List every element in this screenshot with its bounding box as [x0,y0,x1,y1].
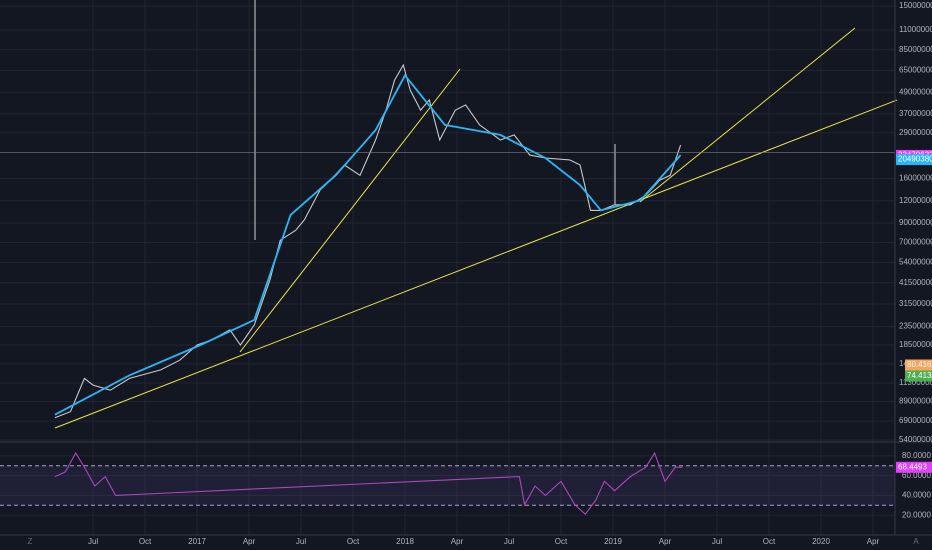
marks-layer [0,63,895,516]
auto-scale-button[interactable]: A [913,537,919,546]
trend-line [54,99,898,429]
indicator-label-bg [905,370,932,382]
y-tick-label: 18500000000 [899,340,932,349]
x-tick-label: 2018 [396,537,414,546]
x-tick-label: Jul [296,537,306,546]
x-tick-label: Oct [347,537,360,546]
x-tick-label: Apr [867,537,880,546]
y-tick-label: 41500000000 [899,278,932,287]
labels-layer: Jul Oct 2017 Apr Jul Oct 2018 Apr Jul Oct 2019 Apr J… [88,1,932,546]
x-tick-label: 2020 [812,537,830,546]
x-tick-label: Jul [88,537,98,546]
y-tick-label: 40.0000 [902,491,931,500]
x-tick-label: Oct [139,537,152,546]
y-tick-label: 11300000000 [899,378,932,387]
y-tick-label: 5400000000 [899,435,932,444]
price-label-bg [896,154,932,166]
y-tick-label: 160000000000 [899,174,932,183]
rsi-last-label-bg [896,461,932,473]
x-tick-label: Apr [243,537,256,546]
y-tick-label: 8900000000 [899,397,932,406]
zoom-icon[interactable]: Z [28,537,33,546]
band-fill [0,465,895,506]
x-tick-label: Oct [555,537,568,546]
series-line [54,451,683,516]
price-label: 204903804000 [898,155,932,164]
y-tick-label: 370000000000 [899,109,932,118]
y-tick-label: 80.0000 [902,451,931,460]
y-tick-label: 70000000000 [899,237,932,246]
indicator-label: 80.4168 [907,360,932,369]
y-tick-label: 120000000000 [899,196,932,205]
y-tick-label: 1500000000000 [899,1,932,10]
x-tick-label: Oct [763,537,776,546]
y-tick-label: 490000000000 [899,87,932,96]
grid-layer [0,0,895,535]
x-tick-label: Jul [712,537,722,546]
x-tick-label: 2017 [188,537,206,546]
indicator-label: 74.4138 [907,371,932,380]
series-line [54,73,682,416]
y-tick-label: 650000000000 [899,66,932,75]
y-tick-label: 54000000000 [899,258,932,267]
x-tick-label: Jul [504,537,514,546]
x-tick-label: Apr [659,537,672,546]
x-tick-label: 2019 [604,537,622,546]
trend-line [239,68,461,353]
y-tick-label: 6900000000 [899,416,932,425]
y-tick-label: 20.0000 [902,510,931,519]
series-line [54,63,682,419]
y-tick-label: 290000000000 [899,128,932,137]
y-tick-label: 90000000000 [899,218,932,227]
indicator-label-bg [905,359,932,371]
rsi-last-label: 68.4493 [898,462,927,471]
y-tick-label: 1100000000000 [899,25,932,34]
y-tick-label: 850000000000 [899,45,932,54]
y-tick-label: 31500000000 [899,299,932,308]
y-tick-label: 60.0000 [902,471,931,480]
x-tick-label: Apr [451,537,464,546]
y-tick-label: 23500000000 [899,322,932,331]
trend-line [639,27,856,203]
